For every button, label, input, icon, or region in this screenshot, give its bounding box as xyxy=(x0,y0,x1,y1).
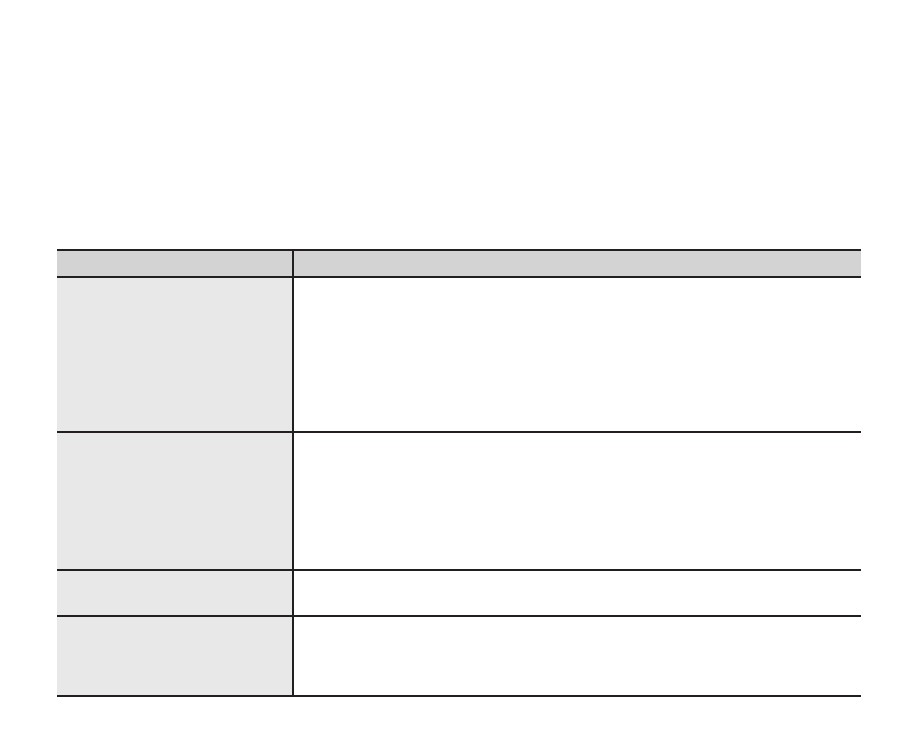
row-label-cell xyxy=(57,278,294,431)
header-cell-2 xyxy=(294,251,861,276)
table-row xyxy=(57,431,861,569)
header-cell-1 xyxy=(57,251,294,276)
table-row xyxy=(57,615,861,697)
row-label-cell xyxy=(57,571,294,615)
table-row xyxy=(57,569,861,615)
row-content-cell xyxy=(294,433,861,569)
row-label-cell xyxy=(57,433,294,569)
table-header-row xyxy=(57,249,861,276)
row-content-cell xyxy=(294,278,861,431)
row-content-cell xyxy=(294,617,861,695)
row-label-cell xyxy=(57,617,294,695)
row-content-cell xyxy=(294,571,861,615)
table-row xyxy=(57,276,861,431)
empty-table xyxy=(57,249,861,697)
